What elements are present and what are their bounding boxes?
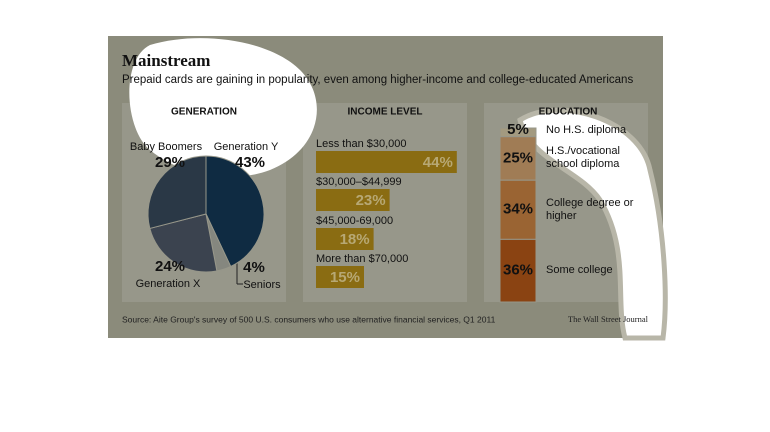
title: Mainstream [122,51,210,70]
slice-name: Baby Boomers [130,141,203,153]
pie-slice [149,213,218,273]
bar-value: 44% [423,154,453,171]
segment-value: 25% [503,149,533,166]
bar [316,151,457,173]
slice-name: Generation X [136,278,201,290]
panel-title: INCOME LEVEL [347,107,422,118]
bar-label: $45,000-69,000 [316,215,393,227]
stack-segment [499,179,537,240]
slice-name: Generation Y [214,141,279,153]
bar [316,189,390,211]
credit: The Wall Street Journal [568,314,649,324]
segment-label-box: H.S./vocational school diploma [546,145,620,171]
segment-label: Some college [546,264,613,277]
stack-segment [499,238,537,303]
subtitle: Prepaid cards are gaining in popularity,… [122,74,633,86]
segment-value: 36% [503,262,533,279]
slice-value: 29% [155,154,185,171]
slice-value: 4% [243,259,265,276]
pie-slice [147,155,207,230]
segment-label: College degree or higher [546,196,634,222]
stack-segment [499,136,537,181]
segment-label-box: No H.S. diploma [546,123,627,136]
segment-value: 5% [507,121,529,138]
slice-value: 24% [155,258,185,275]
bar-value: 23% [356,192,386,209]
bar-label: Less than $30,000 [316,138,407,150]
overlay-blob [517,107,668,341]
source: Source: Aite Group's survey of 500 U.S. … [122,314,496,324]
bar [316,266,364,288]
bar [316,228,374,250]
segment-value: 34% [503,201,533,218]
bar-label: More than $70,000 [316,253,408,265]
segment-label: H.S./vocational school diploma [546,145,620,171]
pie-slice [205,155,265,268]
slice-name: Seniors [243,279,281,291]
bar-value: 15% [330,269,360,286]
segment-label: No H.S. diploma [546,123,627,136]
slice-value: 43% [235,154,265,171]
segment-label-box: Some college [546,264,613,277]
panel-title: EDUCATION [539,107,598,118]
overlay-blob [129,38,317,178]
bar-label: $30,000–$44,999 [316,176,402,188]
panel-title: GENERATION [171,107,237,118]
bar-value: 18% [340,231,370,248]
segment-label-box: College degree or higher [546,196,634,222]
